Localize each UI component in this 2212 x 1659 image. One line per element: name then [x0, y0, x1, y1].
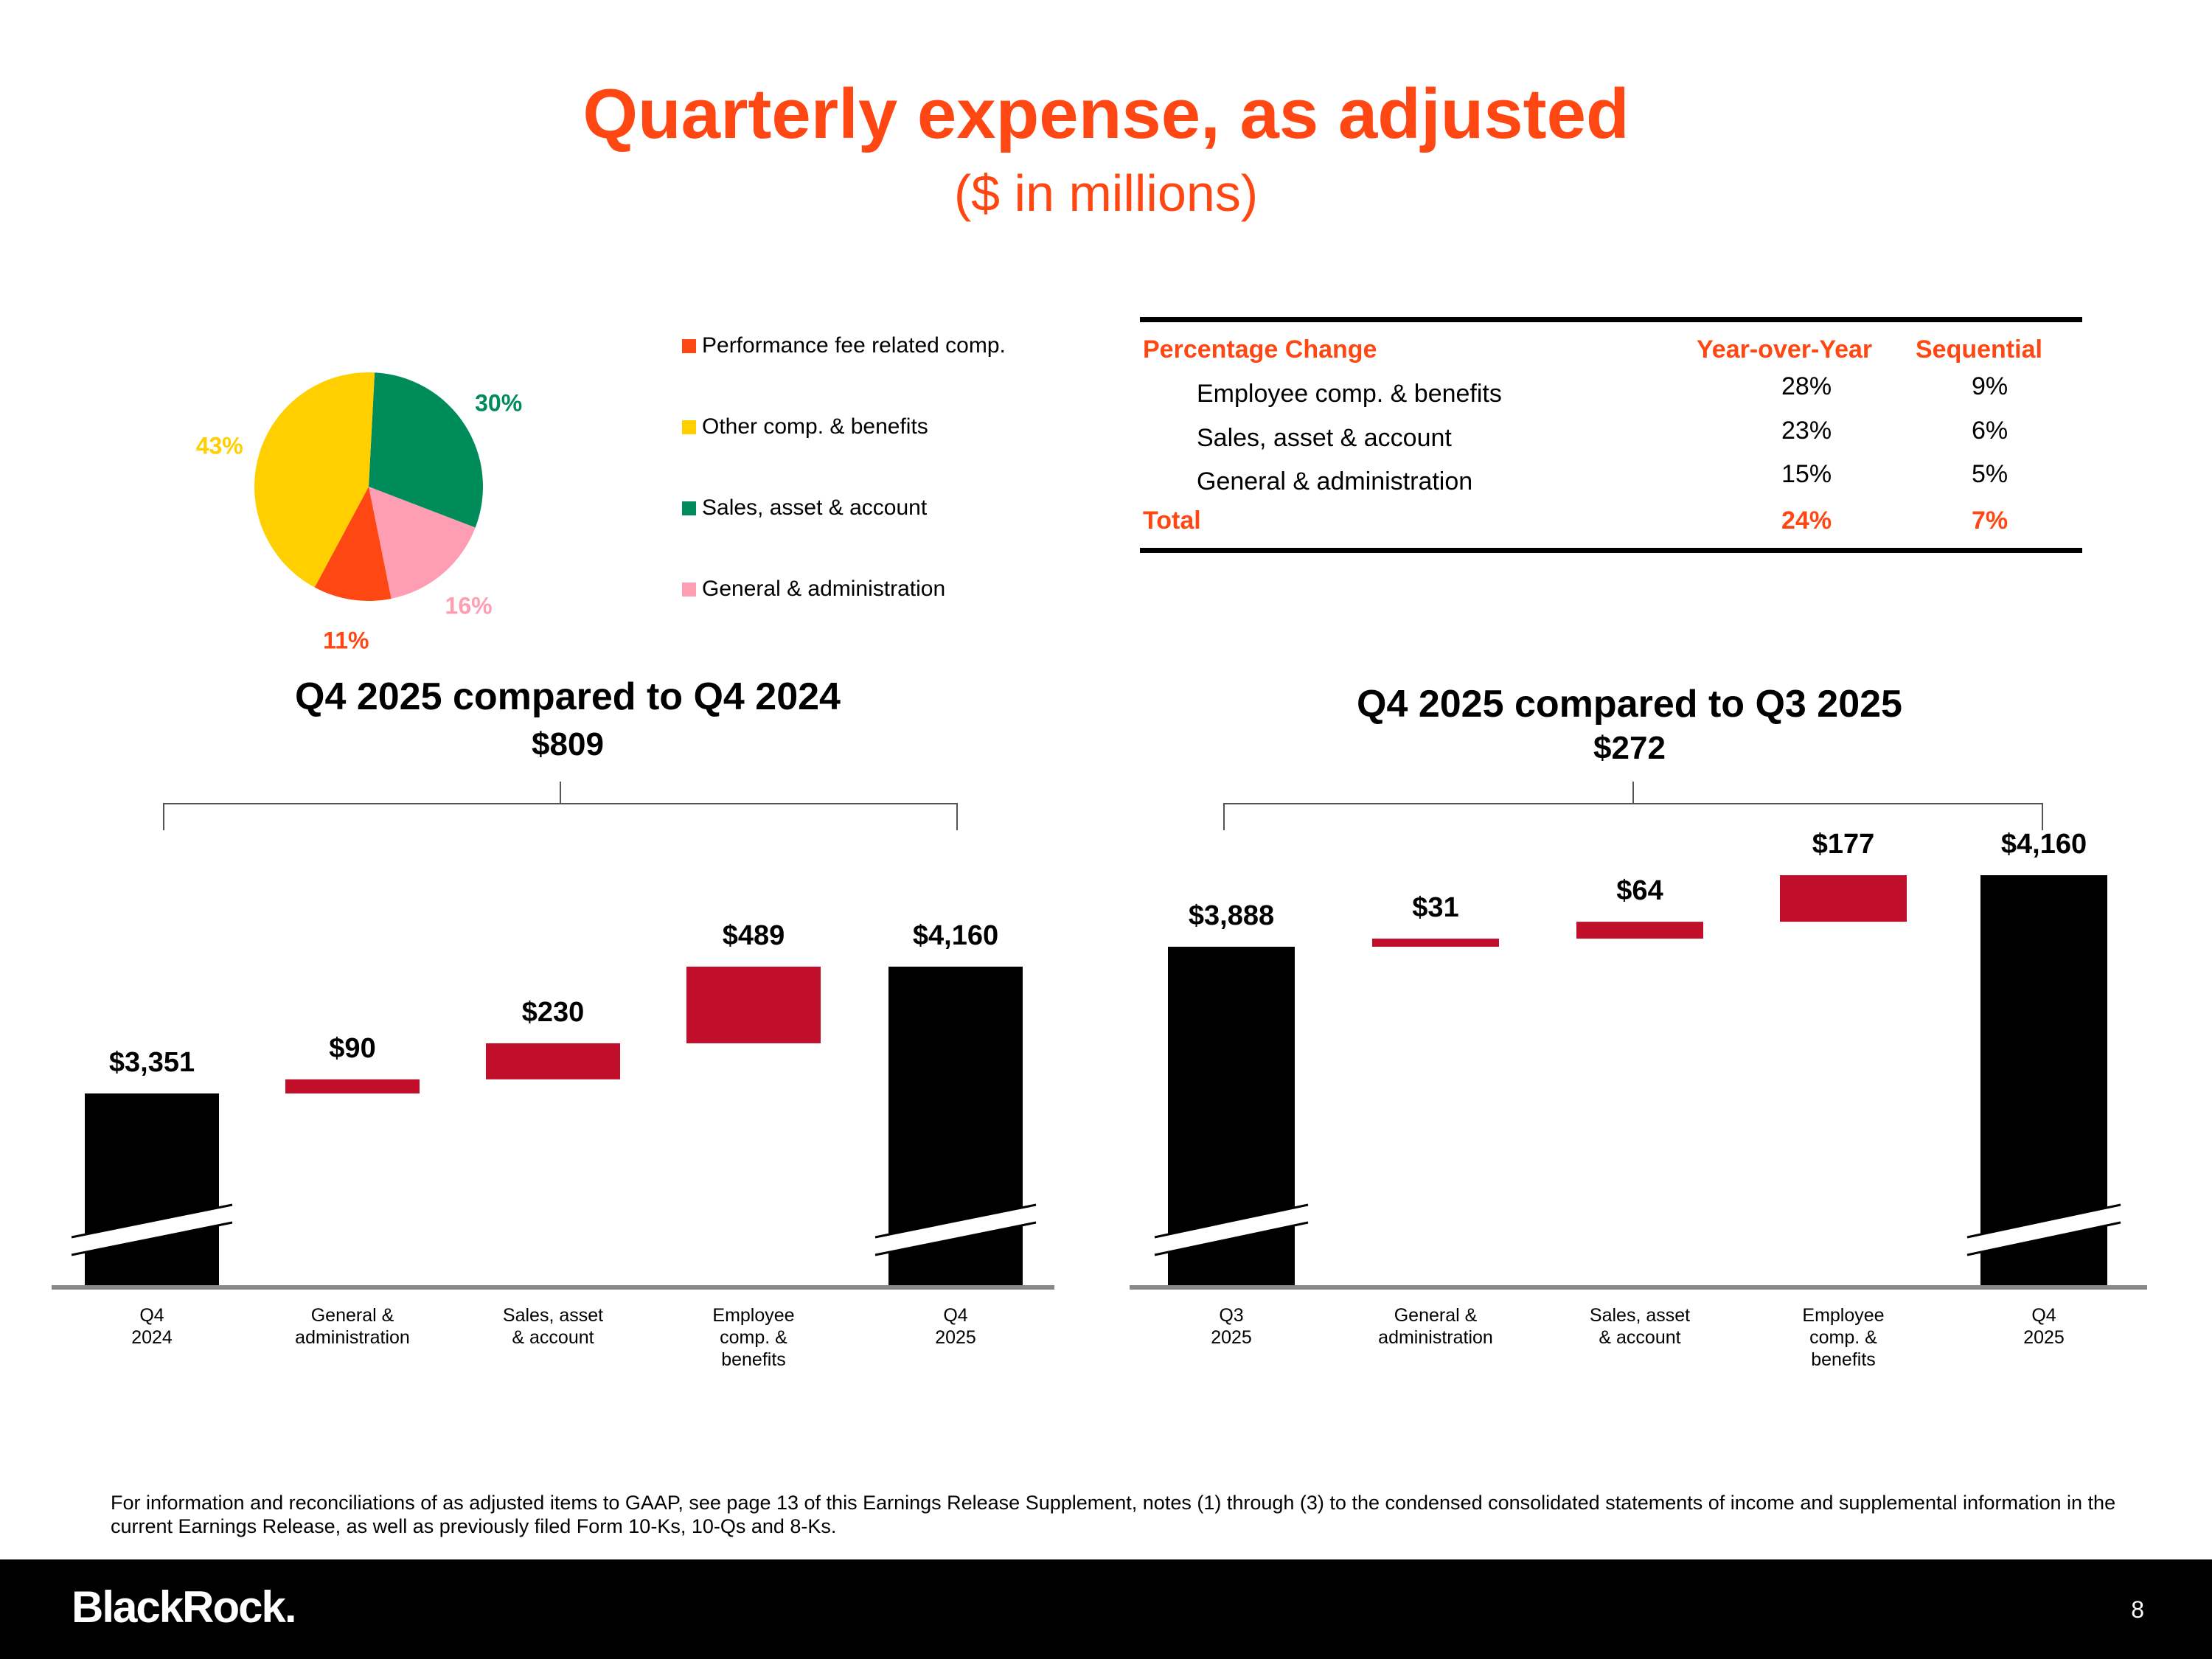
- waterfall-category-label: General & administration: [295, 1305, 410, 1348]
- axis-break-gap: [1967, 1205, 2121, 1255]
- waterfall-delta-bar: [1372, 938, 1499, 947]
- change-bracket: [163, 803, 958, 830]
- waterfall-category-label: General & administration: [1378, 1305, 1493, 1348]
- waterfall-delta-bar: [1780, 875, 1907, 922]
- footnote: For information and reconciliations of a…: [111, 1492, 2116, 1537]
- waterfall-value-label: $90: [329, 1033, 375, 1064]
- legend-item-performance-fee: Performance fee related comp.: [682, 333, 1006, 358]
- pct-header-label: Percentage Change: [1143, 335, 1377, 364]
- waterfall-category-label: Q4 2025: [935, 1305, 976, 1348]
- pct-row-seq: 6%: [1972, 417, 2008, 445]
- axis-break-gap: [72, 1205, 232, 1255]
- waterfall-value-label: $3,888: [1189, 900, 1274, 931]
- waterfall-chart-sequential: $3,888 Q3 2025 $31 General & administration $6…: [1130, 782, 2147, 1370]
- right-chart-total-change: $272: [1593, 730, 1666, 766]
- left-chart-total-change: $809: [532, 726, 604, 762]
- pct-row-label: Sales, asset & account: [1197, 424, 1452, 452]
- pct-row-yoy: 28%: [1781, 372, 1832, 400]
- waterfall-value-label: $3,351: [109, 1047, 195, 1078]
- pie-slice-label: 43%: [196, 433, 243, 459]
- pie-slice: [314, 487, 392, 601]
- pct-row-label: Employee comp. & benefits: [1197, 380, 1502, 408]
- footer-bar: BlackRock. 8: [0, 1559, 2212, 1659]
- waterfall-value-label: $489: [723, 920, 785, 951]
- right-chart-title: Q4 2025 compared to Q3 2025: [1357, 683, 1902, 726]
- pie-slice: [254, 372, 375, 588]
- page-subtitle: ($ in millions): [953, 164, 1259, 222]
- waterfall-delta-bar: [285, 1079, 420, 1093]
- blackrock-logo: BlackRock.: [72, 1582, 296, 1632]
- pie-slice-label: 11%: [323, 627, 369, 654]
- pct-header-seq: Sequential: [1916, 335, 2042, 364]
- pct-row-seq: 9%: [1972, 372, 2008, 400]
- axis-break-line: [1966, 1221, 2121, 1256]
- pct-row-yoy: 23%: [1781, 417, 1832, 445]
- waterfall-value-label: $230: [522, 997, 585, 1028]
- waterfall-delta-bar: [1576, 922, 1703, 939]
- waterfall-category-label: Q4 2024: [131, 1305, 173, 1348]
- legend-swatch: [682, 582, 696, 597]
- pie-slice-label: 30%: [475, 390, 522, 417]
- waterfall-value-label: $177: [1812, 829, 1875, 860]
- pct-header-yoy: Year-over-Year: [1697, 335, 1873, 364]
- page-number: 8: [2131, 1596, 2144, 1623]
- axis-break-line: [874, 1203, 1037, 1239]
- change-bracket: [1223, 803, 2043, 830]
- waterfall-value-label: $64: [1616, 875, 1663, 906]
- axis-break-gap: [1155, 1205, 1308, 1255]
- pie-slice: [369, 372, 483, 528]
- legend-item-sales-asset: Sales, asset & account: [682, 495, 927, 521]
- axis-break-line: [1966, 1203, 2121, 1239]
- pct-row-label: General & administration: [1197, 467, 1473, 495]
- waterfall-category-label: Employee comp. & benefits: [712, 1305, 794, 1370]
- waterfall-value-label: $4,160: [913, 920, 998, 951]
- waterfall-category-label: Sales, asset & account: [503, 1305, 603, 1348]
- pct-total-seq: 7%: [1972, 507, 2008, 535]
- legend-label: Other comp. & benefits: [702, 414, 928, 439]
- expense-pie-chart: 30% 16% 11% 43%: [196, 372, 522, 654]
- legend-item-other-comp: Other comp. & benefits: [682, 414, 928, 439]
- legend-swatch: [682, 420, 696, 434]
- percentage-change-table: Percentage Change Year-over-Year Sequent…: [1140, 317, 2082, 553]
- pct-total-yoy: 24%: [1781, 507, 1832, 535]
- legend-swatch: [682, 338, 696, 353]
- waterfall-category-label: Q4 2025: [2023, 1305, 2065, 1348]
- waterfall-category-label: Q3 2025: [1211, 1305, 1252, 1348]
- axis-break-gap: [875, 1205, 1036, 1255]
- waterfall-total-bar: [85, 1093, 219, 1287]
- pie-slice: [369, 487, 476, 599]
- waterfall-value-label: $31: [1412, 892, 1458, 923]
- axis-break-line: [71, 1221, 233, 1256]
- legend-label: Sales, asset & account: [702, 495, 928, 520]
- pct-row-yoy: 15%: [1781, 460, 1832, 488]
- pie-slice-label: 16%: [445, 592, 493, 619]
- axis-break-line: [1154, 1203, 1309, 1239]
- legend-label: General & administration: [702, 577, 946, 601]
- axis-break-line: [71, 1203, 233, 1239]
- legend-item-general-admin: General & administration: [682, 577, 945, 602]
- pct-row-seq: 5%: [1972, 460, 2008, 488]
- legend-swatch: [682, 501, 696, 515]
- waterfall-category-label: Sales, asset & account: [1590, 1305, 1690, 1348]
- waterfall-delta-bar: [686, 967, 821, 1043]
- page-title: Quarterly expense, as adjusted: [582, 74, 1630, 153]
- waterfall-category-label: Employee comp. & benefits: [1802, 1305, 1884, 1370]
- axis-break-line: [1154, 1221, 1309, 1256]
- waterfall-delta-bar: [486, 1043, 620, 1079]
- waterfall-value-label: $4,160: [2001, 829, 2087, 860]
- waterfall-chart-yoy: $3,351 Q4 2024 $90 General & administration $2…: [52, 782, 1054, 1370]
- pct-total-label: Total: [1143, 507, 1201, 535]
- left-chart-title: Q4 2025 compared to Q4 2024: [295, 675, 841, 718]
- legend-label: Performance fee related comp.: [702, 333, 1006, 358]
- axis-break-line: [874, 1221, 1037, 1256]
